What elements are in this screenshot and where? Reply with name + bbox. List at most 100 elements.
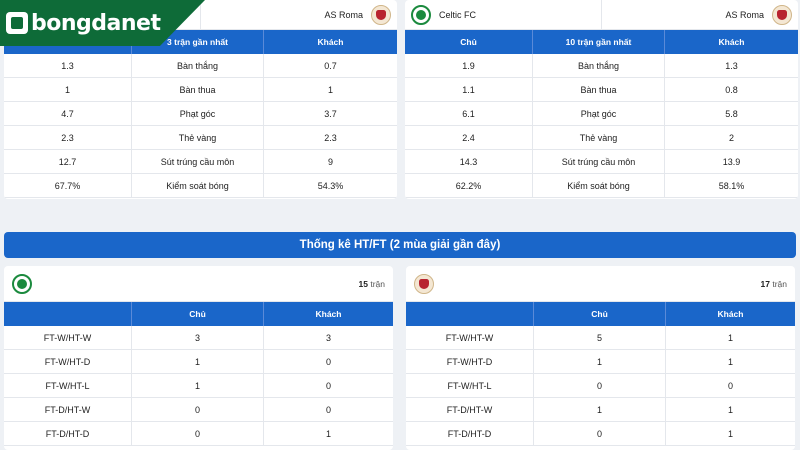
header-cell: Chủ (534, 302, 666, 326)
last10-table-header: Chủ 10 trận gần nhất Khách (405, 30, 798, 54)
away-value: 1 (727, 356, 733, 367)
table-row: FT-D/HT-D 0 1 (406, 422, 795, 446)
away-value: 2 (728, 132, 734, 143)
last3-away-team-name: AS Roma (324, 9, 363, 20)
last3-team-row: AS Roma (4, 0, 397, 30)
home-value: 1.9 (405, 54, 533, 77)
stat-label: Kiểm soát bóng (533, 174, 665, 197)
last10-away-team[interactable]: AS Roma (602, 0, 798, 29)
htft-celtic-header: Chủ Khách (4, 302, 393, 326)
away-value: 2.3 (324, 132, 337, 143)
match-count-suffix: trận (370, 278, 385, 289)
table-row: 4.7 Phạt góc 3.7 (4, 102, 397, 126)
header-cell: Khách (315, 309, 342, 319)
stat-label: Bàn thắng (533, 54, 665, 77)
away-value: 54.3% (317, 180, 344, 191)
last10-team-row: Celtic FC AS Roma (405, 0, 798, 30)
match-count: 17 trận (761, 279, 788, 289)
last3-stats-card: AS Roma 3 trận gần nhất Khách 1.3 Bàn thắ… (4, 0, 397, 199)
away-value: 0 (325, 404, 331, 415)
htft-roma-card: 17 trận Chủ Khách FT-W/HT-W 5 1 FT-W/HT-D 1… (406, 266, 795, 450)
htft-label: FT-D/HT-D (406, 422, 534, 445)
away-value: 13.9 (722, 156, 741, 167)
header-cell (406, 302, 534, 326)
htft-label: FT-W/HT-L (4, 374, 132, 397)
stat-label: Thẻ vàng (132, 126, 264, 149)
table-row: 2.4 Thẻ vàng 2 (405, 126, 798, 150)
htft-celtic-card: 15 trận Chủ Khách FT-W/HT-W 3 3 FT-W/HT-D 1… (4, 266, 393, 450)
away-value: 58.1% (718, 180, 745, 191)
away-value: 1 (727, 428, 733, 439)
htft-label: FT-W/HT-L (406, 374, 534, 397)
htft-roma-header: Chủ Khách (406, 302, 795, 326)
away-value: 1.3 (725, 60, 738, 71)
home-value: 2.4 (405, 126, 533, 149)
match-count: 15 trận (359, 279, 386, 289)
table-row: FT-W/HT-D 1 1 (406, 350, 795, 374)
table-row: FT-D/HT-W 0 0 (4, 398, 393, 422)
away-value: 1 (727, 404, 733, 415)
away-value: 9 (327, 156, 333, 167)
header-cell: Khách (317, 37, 344, 47)
header-cell: 10 trận gần nhất (533, 30, 665, 54)
table-row: FT-D/HT-W 1 1 (406, 398, 795, 422)
away-value: 1 (327, 84, 333, 95)
celtic-crest-icon (411, 4, 431, 25)
htft-roma-team-row: 17 trận (406, 266, 795, 302)
htft-label: FT-D/HT-W (4, 398, 132, 421)
away-value: 1 (727, 332, 733, 343)
home-value: 1 (132, 374, 264, 397)
home-value: 1.3 (4, 54, 132, 77)
table-row: FT-W/HT-L 0 0 (406, 374, 795, 398)
bongdanet-logo-icon (6, 12, 28, 34)
away-value: 0 (727, 380, 733, 391)
celtic-crest-icon[interactable] (12, 273, 32, 294)
away-value: 1 (325, 428, 331, 439)
home-value: 12.7 (4, 150, 132, 173)
home-value: 62.2% (405, 174, 533, 197)
home-value: 1 (534, 398, 666, 421)
header-cell (4, 302, 132, 326)
htft-label: FT-W/HT-D (406, 350, 534, 373)
table-row: FT-W/HT-W 3 3 (4, 326, 393, 350)
brand-name: bongdanet (31, 10, 161, 36)
last3-away-team[interactable]: AS Roma (201, 0, 397, 29)
table-row: 12.7 Sút trúng cầu môn 9 (4, 150, 397, 174)
htft-label: FT-D/HT-D (4, 422, 132, 445)
stat-label: Bàn thua (132, 78, 264, 101)
home-value: 0 (534, 422, 666, 445)
header-cell: 3 trận gần nhất (132, 30, 264, 54)
home-value: 67.7% (4, 174, 132, 197)
stat-label: Sút trúng cầu môn (533, 150, 665, 173)
stat-label: Bàn thua (533, 78, 665, 101)
home-value: 4.7 (4, 102, 132, 125)
table-row: 1.1 Bàn thua 0.8 (405, 78, 798, 102)
roma-crest-icon (772, 4, 792, 25)
home-value: 1 (534, 350, 666, 373)
away-value: 0.7 (324, 60, 337, 71)
match-count-value: 17 (760, 278, 770, 289)
htft-label: FT-W/HT-W (406, 326, 534, 349)
table-row: FT-W/HT-D 1 0 (4, 350, 393, 374)
header-cell: Khách (717, 309, 744, 319)
home-value: 0 (534, 374, 666, 397)
home-value: 0 (132, 422, 264, 445)
away-value: 3.7 (324, 108, 337, 119)
table-row: 2.3 Thẻ vàng 2.3 (4, 126, 397, 150)
table-row: 14.3 Sút trúng cầu môn 13.9 (405, 150, 798, 174)
stat-label: Phạt góc (533, 102, 665, 125)
home-value: 14.3 (405, 150, 533, 173)
header-cell: Chủ (132, 302, 264, 326)
away-value: 3 (325, 332, 331, 343)
table-row: FT-W/HT-L 1 0 (4, 374, 393, 398)
home-value: 1 (4, 78, 132, 101)
home-value: 2.3 (4, 126, 132, 149)
table-row: 1 Bàn thua 1 (4, 78, 397, 102)
header-cell: Chủ (405, 30, 533, 54)
table-row: 1.3 Bàn thắng 0.7 (4, 54, 397, 78)
roma-crest-icon[interactable] (414, 273, 434, 294)
last10-home-team[interactable]: Celtic FC (405, 0, 602, 29)
table-row: FT-W/HT-W 5 1 (406, 326, 795, 350)
htft-celtic-team-row: 15 trận (4, 266, 393, 302)
away-value: 0.8 (725, 84, 738, 95)
